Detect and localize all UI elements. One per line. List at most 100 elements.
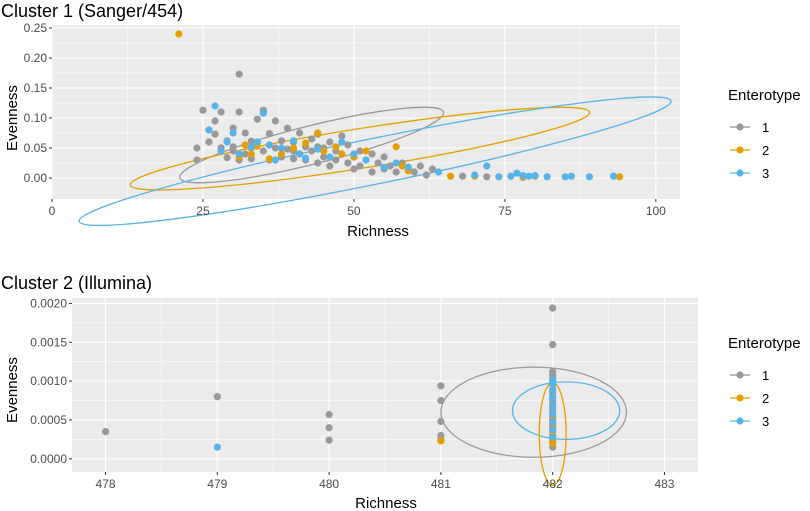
data-point-enterotype-3 [265,141,273,149]
data-point-enterotype-1 [211,130,219,138]
data-point-enterotype-3 [247,143,255,151]
data-point-enterotype-1 [247,137,255,145]
data-point-enterotype-1 [265,130,273,138]
x-tick-label: 478 [96,477,116,491]
data-point-enterotype-1 [437,382,445,390]
y-tick-label: 0.05 [24,141,48,155]
data-point-enterotype-1 [283,124,292,132]
x-tick-label: 482 [543,477,563,491]
legend-label-2: 2 [762,143,769,158]
data-point-enterotype-3 [543,173,551,181]
data-point-enterotype-3 [295,150,304,158]
legend-label-1: 1 [762,120,769,135]
data-point-enterotype-1 [338,132,346,140]
confidence-ellipse-enterotype-3 [78,96,672,227]
data-point-enterotype-2 [314,129,322,137]
data-point-enterotype-1 [241,150,249,158]
data-point-enterotype-3 [507,172,515,180]
legend-label-2: 2 [762,391,769,406]
data-point-enterotype-1 [320,153,328,161]
data-point-enterotype-3 [404,163,412,171]
data-point-enterotype-2 [175,30,183,38]
data-point-enterotype-1 [213,393,221,401]
cluster-2-y-axis-title: Evenness [4,357,21,423]
data-point-enterotype-3 [531,172,539,180]
data-point-enterotype-2 [332,143,340,151]
data-point-enterotype-1 [416,162,424,170]
y-tick-label: 0.15 [24,81,48,95]
data-point-enterotype-1 [235,108,243,116]
data-point-enterotype-2 [241,141,249,149]
data-point-enterotype-1 [253,115,261,123]
y-tick-label: 0.25 [24,21,48,35]
cluster-1-title: Cluster 1 (Sanger/454) [1,1,183,21]
cluster-1-points [175,30,624,181]
cluster-1-legend: Enterotype 1 2 3 [728,87,801,181]
x-tick-label: 50 [347,204,361,218]
x-tick-label: 483 [654,477,674,491]
data-point-enterotype-3 [549,410,557,418]
data-point-enterotype-2 [265,155,273,163]
data-point-enterotype-1 [326,162,334,170]
y-tick-label: 0.0005 [30,413,67,427]
data-point-enterotype-3 [549,386,557,395]
data-point-enterotype-3 [585,173,594,181]
data-point-enterotype-3 [271,156,280,164]
y-tick-label: 0.00 [24,171,48,185]
legend-label-3: 3 [762,166,769,181]
data-point-enterotype-2 [247,150,255,158]
legend-label-3: 3 [762,414,769,429]
cluster-1-chart: Cluster 1 (Sanger/454) 0 25 50 75 100 0.00 0.0… [1,1,801,240]
confidence-ellipse-enterotype-2 [129,106,591,191]
data-point-enterotype-1 [549,304,557,312]
data-point-enterotype-3 [302,154,310,162]
cluster-1-x-axis-title: Richness [347,223,409,240]
data-point-enterotype-3 [513,169,521,177]
data-point-enterotype-3 [326,153,334,161]
data-point-enterotype-1 [308,135,316,143]
legend-key-point-3 [736,417,744,425]
data-point-enterotype-3 [549,380,557,388]
cluster-1-plot-panel [52,25,680,199]
data-point-enterotype-1 [193,156,201,164]
x-tick-label: 479 [207,477,227,491]
data-point-enterotype-2 [398,162,406,170]
legend-key-point-2 [736,146,744,154]
data-point-enterotype-1 [344,159,352,167]
data-point-enterotype-1 [356,162,364,170]
data-point-enterotype-1 [386,162,394,170]
data-point-enterotype-3 [392,159,400,167]
data-point-enterotype-1 [308,147,316,155]
x-tick-label: 25 [196,204,210,218]
data-point-enterotype-3 [561,173,569,181]
confidence-ellipse-enterotype-1 [440,366,628,458]
data-point-enterotype-1 [410,168,418,176]
data-point-enterotype-3 [338,138,346,146]
data-point-enterotype-1 [229,143,237,151]
data-point-enterotype-3 [253,138,261,146]
data-point-enterotype-3 [289,137,298,145]
cluster-2-points [101,304,557,451]
x-tick-label: 480 [319,477,339,491]
data-point-enterotype-1 [101,428,110,436]
data-point-enterotype-1 [380,153,388,161]
data-point-enterotype-1 [241,129,249,137]
data-point-enterotype-1 [392,168,400,176]
y-tick-label: 0.0000 [30,452,67,466]
data-point-enterotype-3 [380,163,388,171]
data-point-enterotype-1 [325,410,333,419]
data-point-enterotype-1 [217,108,225,116]
data-point-enterotype-3 [609,172,618,180]
data-point-enterotype-1 [277,137,286,145]
legend-key-point-2 [736,394,744,402]
data-point-enterotype-3 [229,129,237,137]
data-point-enterotype-1 [483,173,491,181]
cluster-2-title: Cluster 2 (Illumina) [1,273,152,293]
y-tick-label: 0.0015 [30,335,67,349]
data-point-enterotype-2 [446,172,455,180]
cluster-2-legend-title: Enterotype [728,335,801,352]
data-point-enterotype-3 [567,172,575,180]
data-point-enterotype-3 [525,172,533,180]
data-point-enterotype-3 [362,156,370,164]
y-tick-label: 0.0020 [30,296,67,310]
